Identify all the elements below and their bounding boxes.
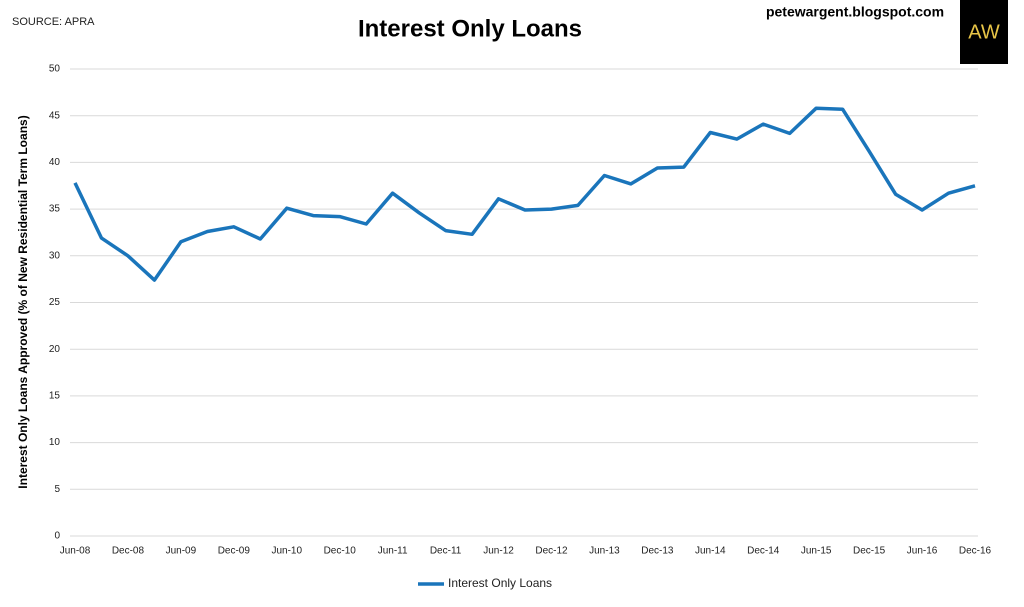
y-tick-label: 50: [49, 64, 61, 75]
x-tick-label: Jun-09: [166, 546, 197, 557]
chart-title: Interest Only Loans: [358, 15, 582, 42]
y-tick-label: 0: [54, 531, 60, 542]
site-credit: petewargent.blogspot.com: [766, 4, 944, 20]
line-series: [73, 106, 976, 282]
x-tick-label: Jun-10: [271, 546, 302, 557]
logo: AW: [968, 21, 1000, 43]
y-tick-label: 40: [49, 157, 61, 168]
x-tick-label: Dec-11: [430, 546, 462, 557]
y-tick-label: 30: [49, 250, 61, 261]
y-tick-label: 5: [54, 484, 60, 495]
y-tick-label: 45: [49, 110, 61, 121]
x-tick-label: Jun-16: [907, 546, 938, 557]
x-tick-label: Dec-13: [641, 546, 674, 557]
x-tick-label: Jun-08: [60, 546, 91, 557]
x-tick-label: Jun-14: [695, 546, 726, 557]
y-tick-label: 10: [49, 437, 61, 448]
y-tick-label: 20: [49, 344, 61, 355]
logo-box: [960, 0, 1008, 64]
y-tick-label: 35: [49, 204, 61, 215]
x-tick-label: Dec-12: [535, 546, 568, 557]
x-tick-label: Jun-12: [483, 546, 514, 557]
x-tick-label: Dec-15: [853, 546, 886, 557]
y-tick-label: 15: [49, 391, 61, 402]
x-tick-label: Dec-10: [324, 546, 357, 557]
y-axis-label: Interest Only Loans Approved (% of New R…: [16, 115, 30, 488]
y-tick-label: 25: [49, 297, 61, 308]
x-tick-label: Dec-09: [218, 546, 251, 557]
source-note: SOURCE: APRA: [12, 16, 95, 28]
x-tick-label: Jun-15: [801, 546, 832, 557]
x-tick-label: Dec-14: [747, 546, 780, 557]
legend-label: Interest Only Loans: [448, 576, 552, 590]
x-tick-label: Dec-16: [959, 546, 992, 557]
x-tick-label: Dec-08: [112, 546, 145, 557]
x-tick-label: Jun-11: [378, 546, 408, 557]
x-tick-label: Jun-13: [589, 546, 620, 557]
